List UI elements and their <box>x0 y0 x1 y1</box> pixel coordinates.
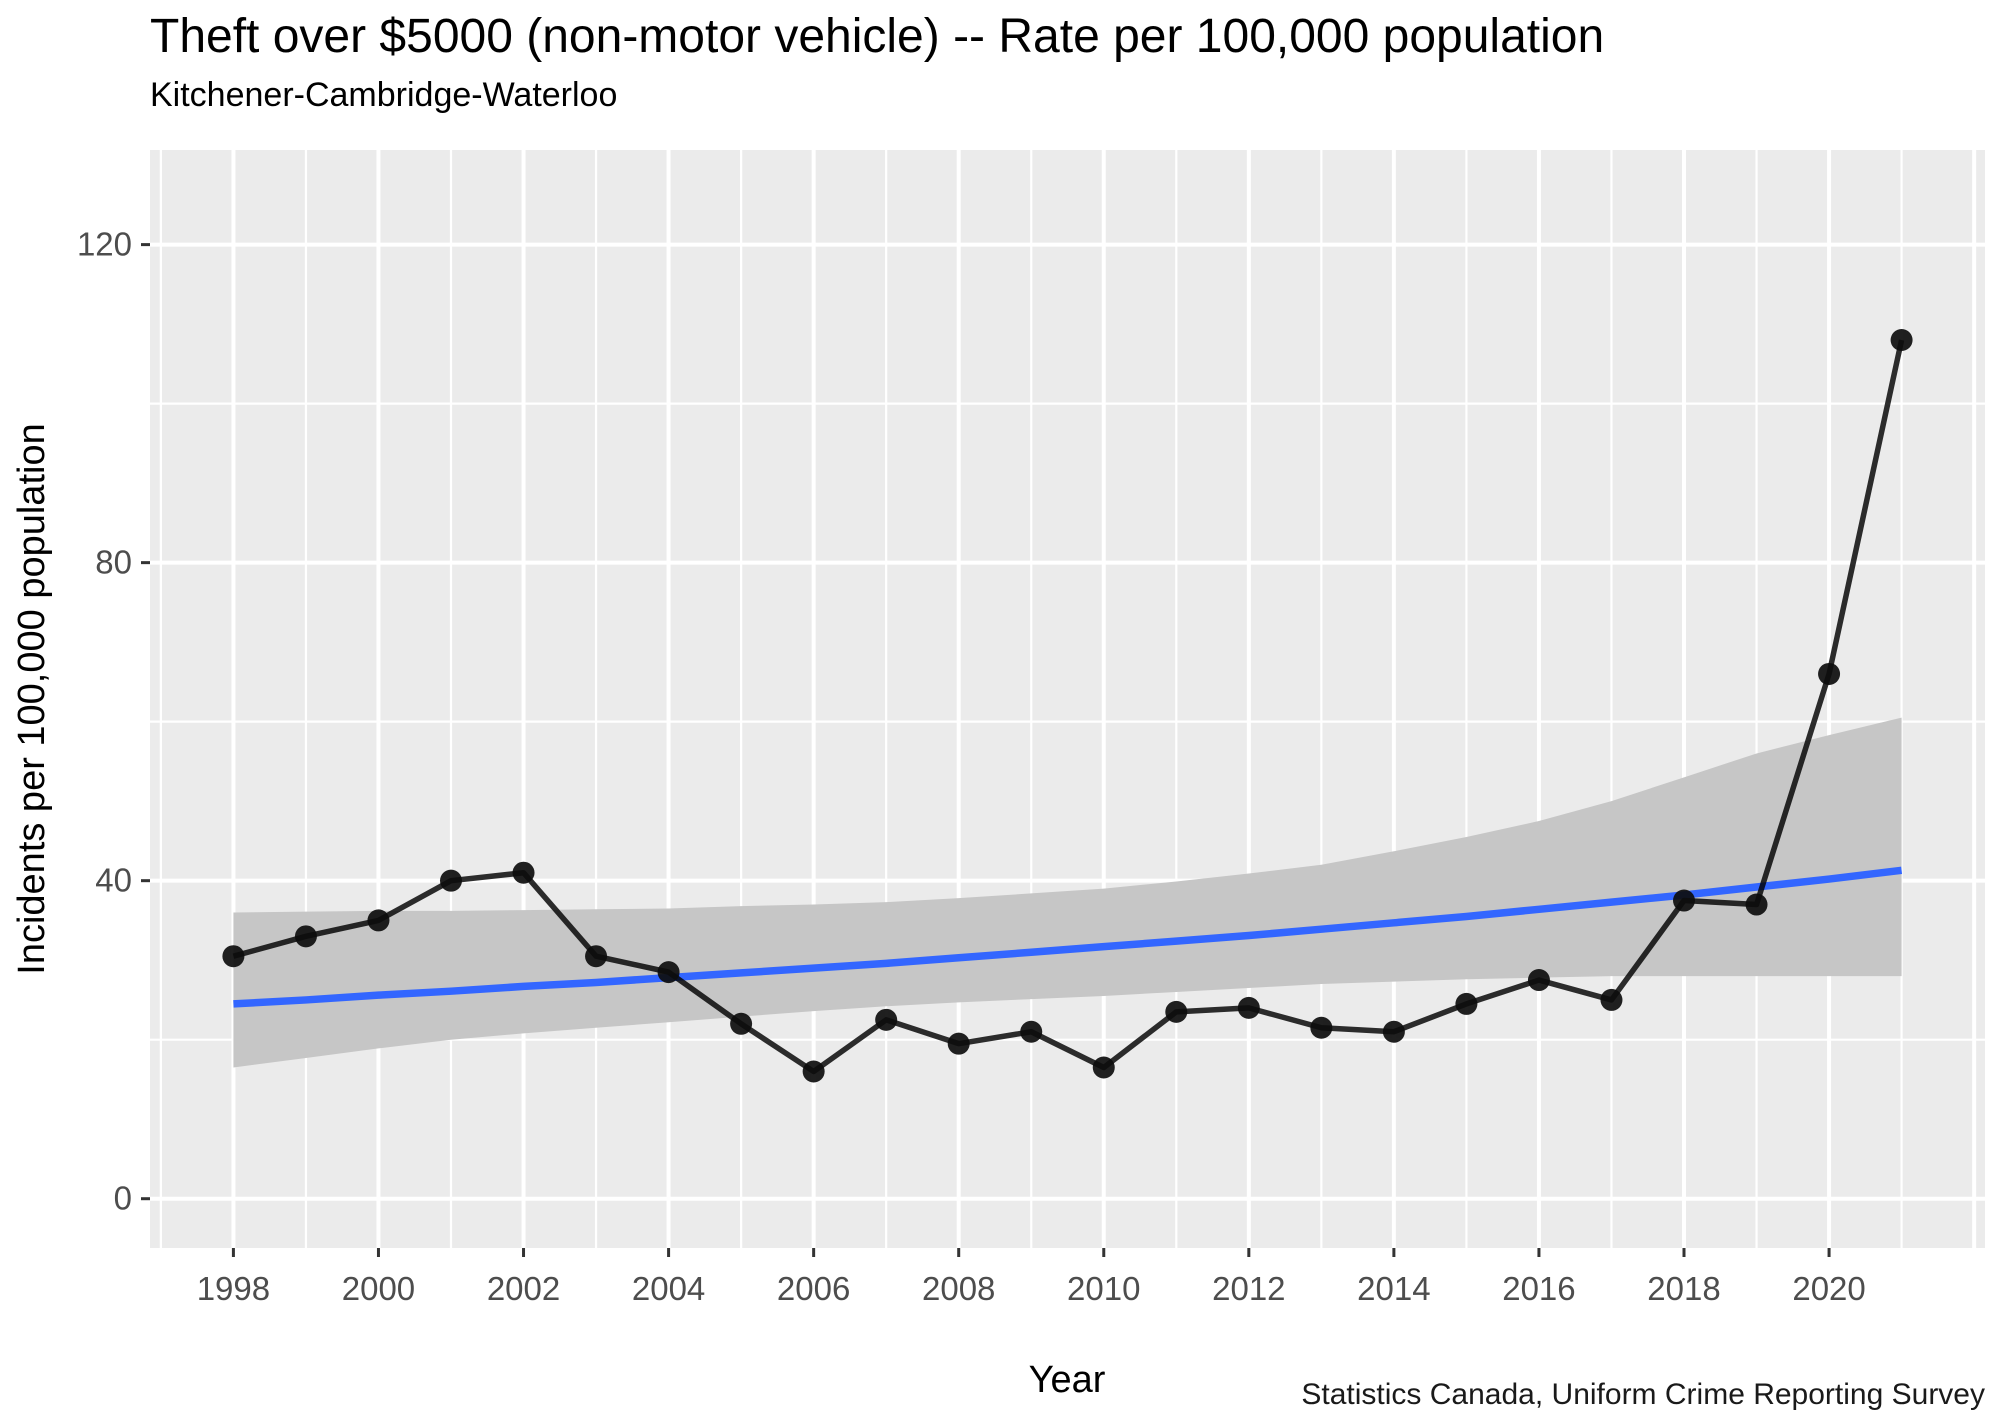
data-point <box>512 861 535 884</box>
x-tick-label: 2016 <box>1502 1270 1575 1307</box>
axis-ticks-layer: 1998 2000 2002 2004 2006 2008 2010 2012 2014 2016… <box>77 226 1866 1307</box>
data-point <box>585 945 608 968</box>
data-point <box>1382 1020 1405 1043</box>
y-tick-label: 0 <box>114 1180 132 1217</box>
data-point <box>222 945 245 968</box>
x-axis-title: Year <box>1029 1359 1106 1401</box>
x-tick-label: 2012 <box>1212 1270 1285 1307</box>
data-point <box>1745 893 1768 916</box>
x-tick-label: 2000 <box>342 1270 415 1307</box>
x-tick-label: 2018 <box>1647 1270 1720 1307</box>
x-tick-label: 2014 <box>1357 1270 1430 1307</box>
data-point <box>1818 662 1841 685</box>
data-point <box>1165 1000 1188 1023</box>
data-point <box>1600 988 1623 1011</box>
data-point <box>730 1012 753 1035</box>
x-tick-label: 2002 <box>487 1270 560 1307</box>
data-point <box>875 1008 898 1031</box>
data-point <box>1455 992 1478 1015</box>
x-tick-label: 2010 <box>1067 1270 1140 1307</box>
x-tick-label: 2006 <box>777 1270 850 1307</box>
data-point <box>657 961 680 984</box>
trend-line <box>233 866 1903 1008</box>
x-tick-label: 2004 <box>632 1270 705 1307</box>
minor-gridlines <box>150 150 1985 1248</box>
y-tick-label: 80 <box>95 544 132 581</box>
data-point <box>1527 969 1550 992</box>
x-tick-label: 1998 <box>197 1270 270 1307</box>
data-point <box>947 1032 970 1055</box>
data-point <box>1673 889 1696 912</box>
caption: Statistics Canada, Uniform Crime Reporti… <box>1301 1378 1985 1411</box>
y-tick-label: 40 <box>95 862 132 899</box>
data-point <box>1020 1020 1043 1043</box>
data-series-layer <box>222 329 1913 1083</box>
chart-subtitle: Kitchener-Cambridge-Waterloo <box>150 76 617 114</box>
data-point <box>1310 1016 1333 1039</box>
data-point <box>367 909 390 932</box>
data-point <box>1092 1056 1115 1079</box>
chart-title: Theft over $5000 (non-motor vehicle) -- … <box>150 10 1604 63</box>
y-axis-title: Incidents per 100,000 population <box>11 423 53 974</box>
y-tick-label: 120 <box>77 226 132 263</box>
data-point <box>1237 996 1260 1019</box>
data-point <box>439 869 462 892</box>
data-point <box>802 1060 825 1083</box>
plot-panel <box>150 150 1985 1248</box>
x-tick-label: 2020 <box>1792 1270 1865 1307</box>
data-series-line <box>232 339 1905 1075</box>
trend-line-layer <box>233 866 1903 1008</box>
x-tick-label: 2008 <box>922 1270 995 1307</box>
data-point <box>294 925 317 948</box>
data-point <box>1890 329 1913 352</box>
